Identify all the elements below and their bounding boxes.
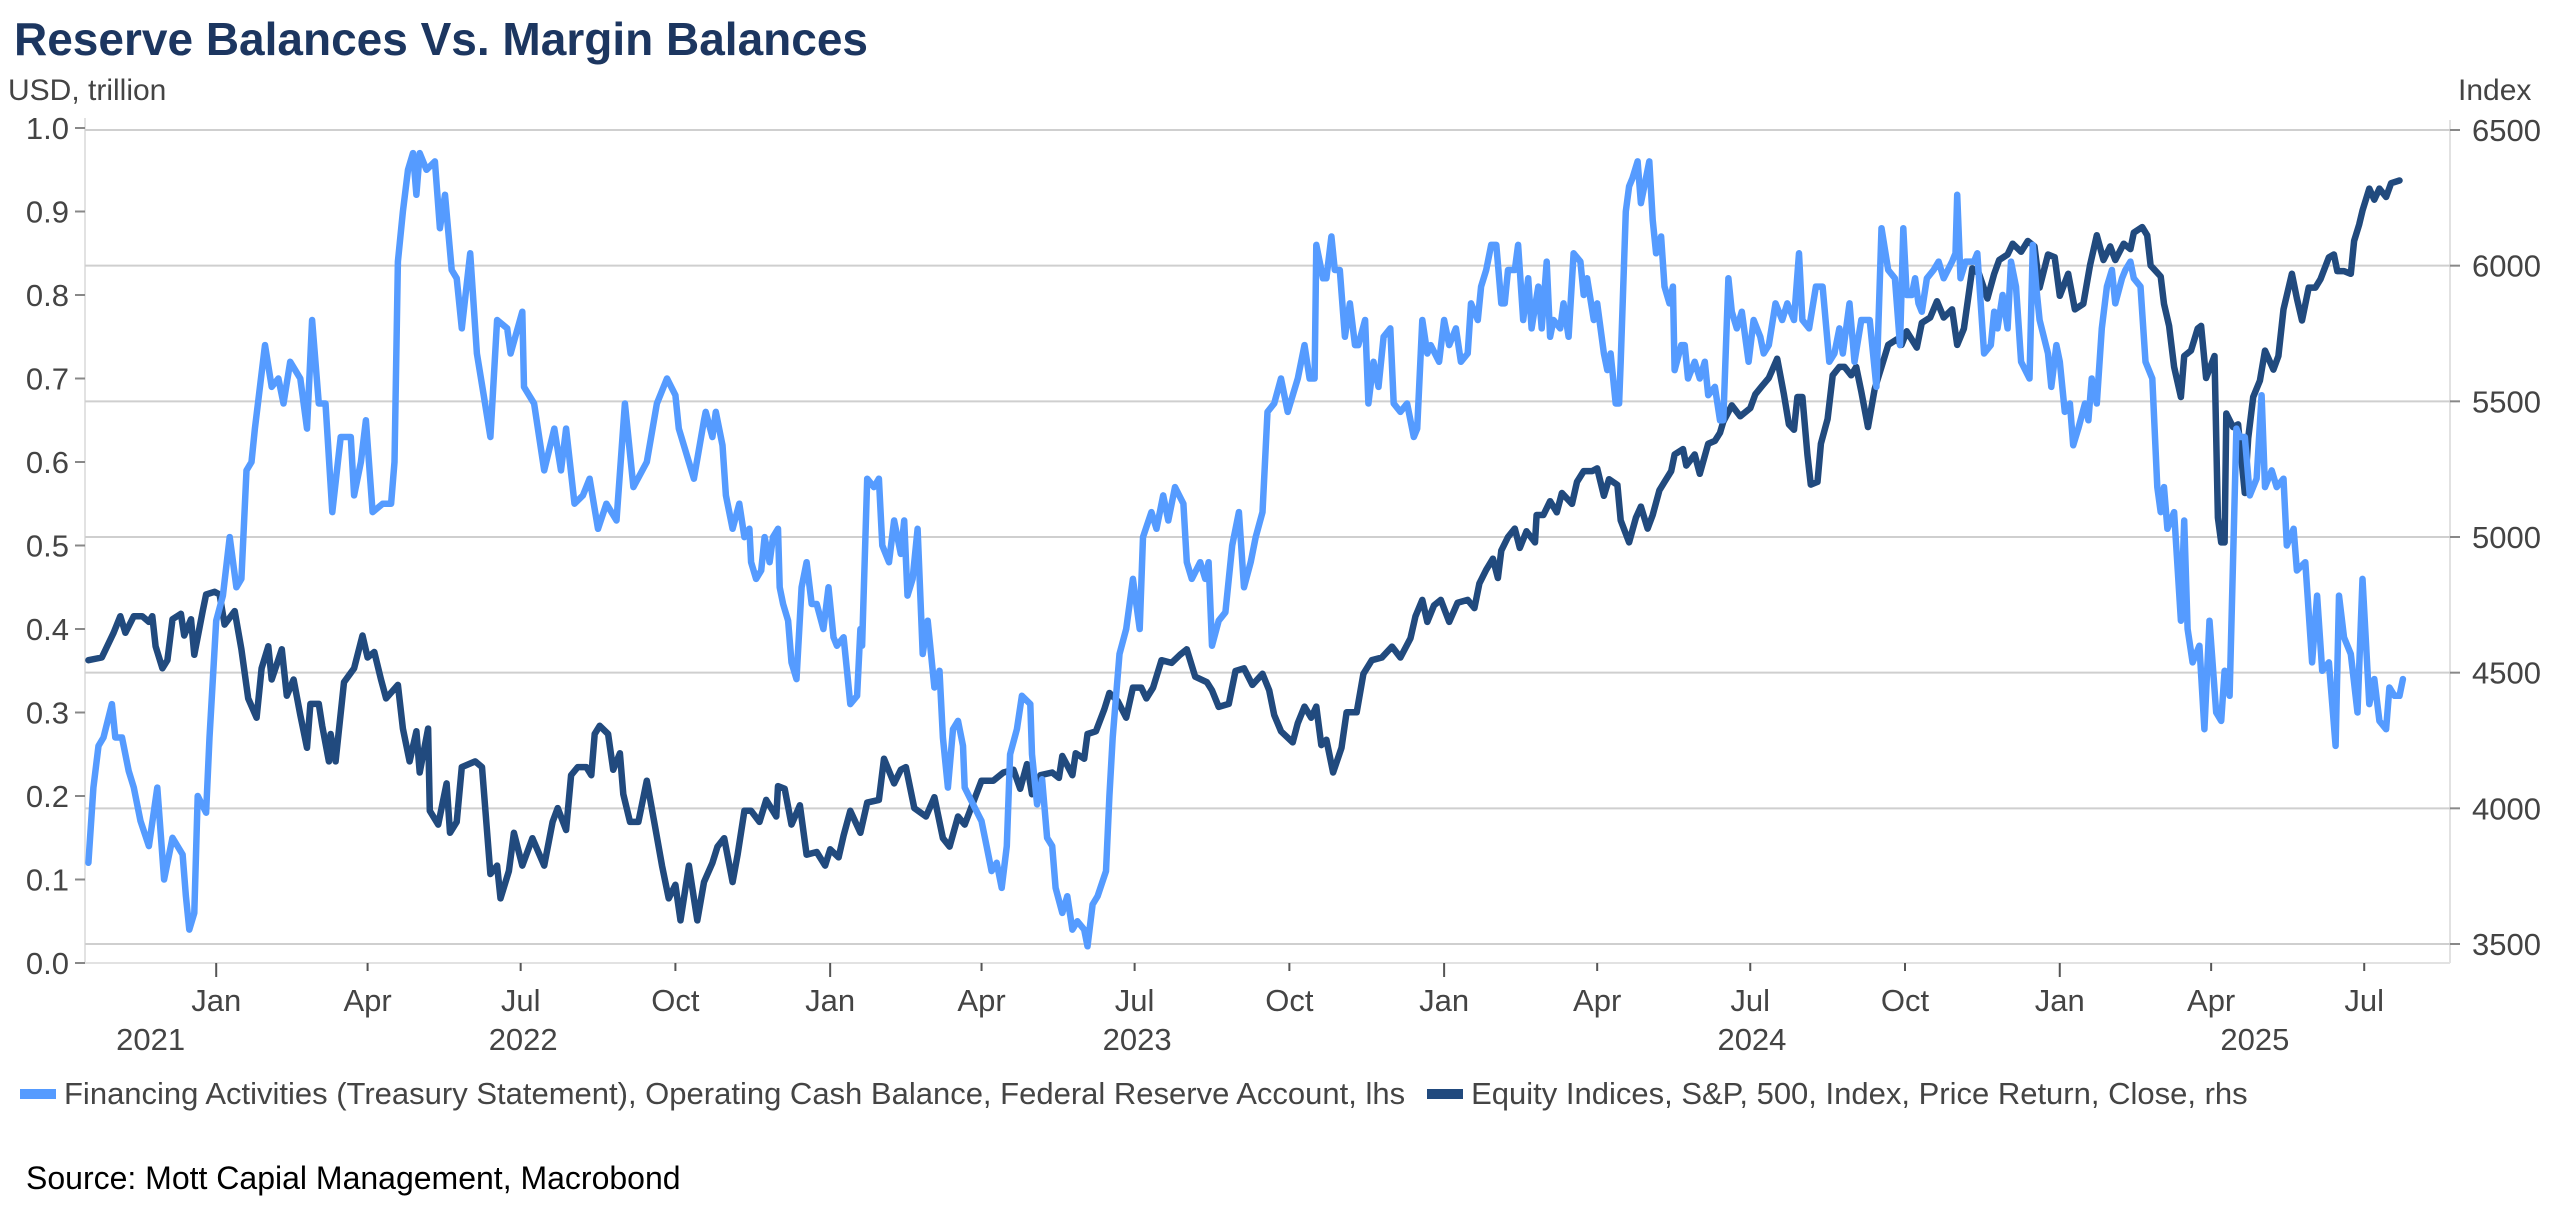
x-tick-label: Apr — [343, 983, 391, 1018]
x-tick-label: Oct — [1265, 983, 1314, 1018]
x-tick-label: Oct — [1881, 983, 1930, 1018]
right-tick-label: 5000 — [2472, 520, 2541, 555]
x-tick-label: Oct — [651, 983, 700, 1018]
x-tick-label: Jul — [501, 983, 541, 1018]
legend-item-treasury-cash-balance: Financing Activities (Treasury Statement… — [20, 1076, 1405, 1112]
right-tick-label: 5500 — [2472, 384, 2541, 419]
x-tick-label: Jan — [191, 983, 241, 1018]
left-axis-label: USD, trillion — [8, 74, 167, 107]
year-label: 2025 — [2220, 1022, 2289, 1057]
series-line-sp500 — [85, 177, 2403, 924]
right-tick-label: 3500 — [2472, 927, 2541, 962]
legend-swatch-dark-blue — [1427, 1089, 1464, 1099]
source-note: Source: Mott Capial Management, Macrobon… — [26, 1160, 681, 1196]
right-tick-label: 4500 — [2472, 656, 2541, 691]
chart-title: Reserve Balances Vs. Margin Balances — [14, 13, 869, 65]
year-label: 2023 — [1103, 1022, 1172, 1057]
left-tick-label: 0.1 — [26, 863, 69, 898]
left-tick-label: 0.6 — [26, 445, 69, 480]
left-tick-label: 0.4 — [26, 612, 69, 647]
legend-item-sp500: Equity Indices, S&P, 500, Index, Price R… — [1427, 1076, 2248, 1112]
right-tick-label: 6000 — [2472, 249, 2541, 284]
x-tick-label: Jul — [1115, 983, 1155, 1018]
legend: Financing Activities (Treasury Statement… — [20, 1076, 2540, 1112]
left-tick-label: 0.7 — [26, 362, 69, 397]
series-line-treasury-cash-balance — [85, 149, 2407, 950]
legend-label: Financing Activities (Treasury Statement… — [64, 1076, 1406, 1111]
x-tick-label: Apr — [957, 983, 1005, 1018]
right-tick-label: 6500 — [2472, 113, 2541, 148]
year-label: 2021 — [116, 1022, 185, 1057]
left-tick-label: 0.0 — [26, 946, 69, 981]
x-tick-label: Jan — [2035, 983, 2085, 1018]
right-tick-label: 4000 — [2472, 791, 2541, 826]
left-tick-label: 0.2 — [26, 779, 69, 814]
x-tick-label: Jan — [805, 983, 855, 1018]
x-tick-label: Jan — [1419, 983, 1469, 1018]
year-label: 2022 — [489, 1022, 558, 1057]
x-tick-label: Jul — [1730, 983, 1770, 1018]
year-label: 2024 — [1717, 1022, 1786, 1057]
left-tick-label: 0.5 — [26, 529, 69, 564]
left-tick-label: 1.0 — [26, 111, 69, 146]
x-tick-label: Apr — [2187, 983, 2235, 1018]
left-tick-label: 0.8 — [26, 278, 69, 313]
x-tick-label: Jul — [2344, 983, 2384, 1018]
legend-label: Equity Indices, S&P, 500, Index, Price R… — [1471, 1076, 2248, 1111]
left-tick-label: 0.3 — [26, 696, 69, 731]
x-tick-label: Apr — [1573, 983, 1621, 1018]
left-tick-label: 0.9 — [26, 195, 69, 230]
right-axis-label: Index — [2458, 74, 2532, 107]
legend-swatch-light-blue — [20, 1089, 56, 1099]
